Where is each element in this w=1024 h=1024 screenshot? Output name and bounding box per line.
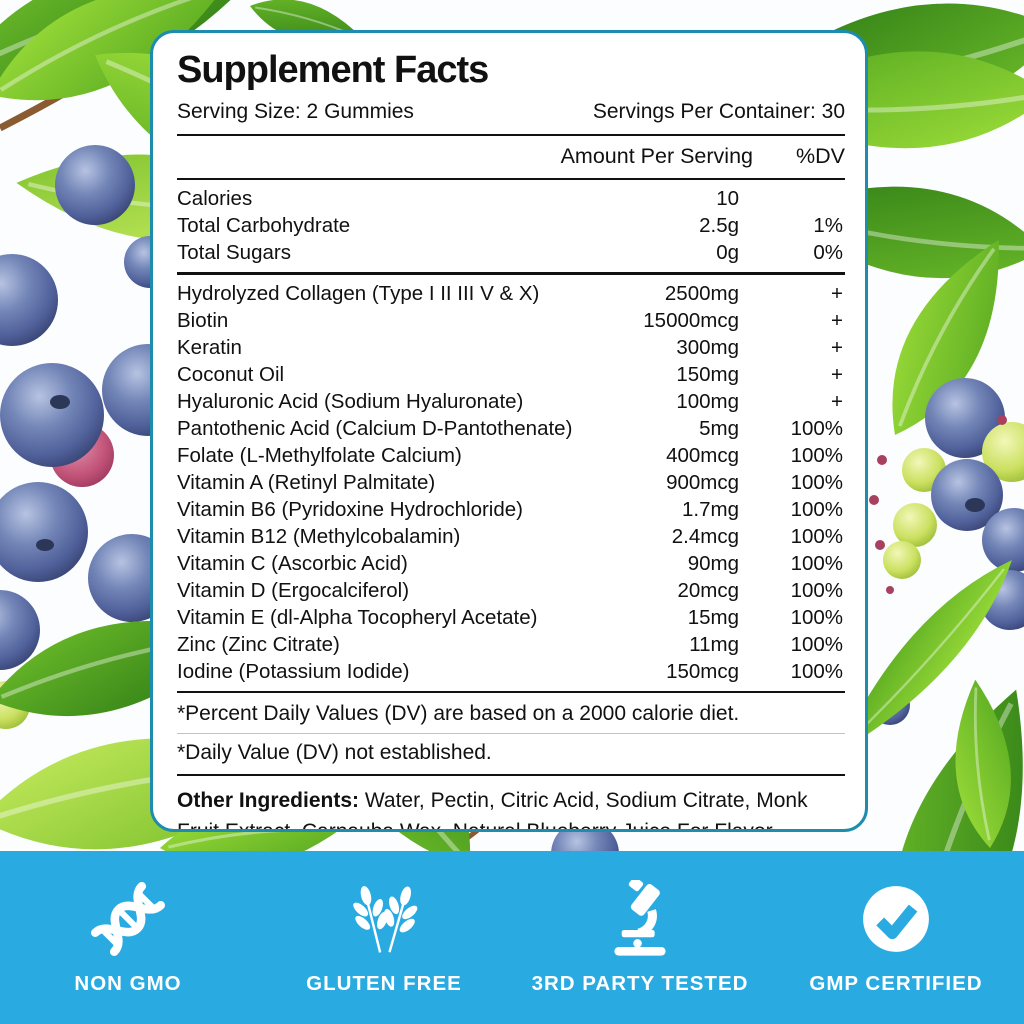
ingredient-rows: Hydrolyzed Collagen (Type I II III V & X… xyxy=(177,275,845,693)
ingredient-name: Vitamin B6 (Pyridoxine Hydrochloride) xyxy=(177,498,523,521)
ingredient-name: Coconut Oil xyxy=(177,363,285,386)
table-row: Pantothenic Acid (Calcium D-Pantothenate… xyxy=(177,415,845,442)
dna-icon xyxy=(89,880,167,958)
table-row: Hydrolyzed Collagen (Type I II III V & X… xyxy=(177,280,845,307)
ingredient-amount: 15000mcg xyxy=(643,309,739,332)
ingredient-dv: 100% xyxy=(790,471,843,494)
table-row: Zinc (Zinc Citrate) 11mg 100% xyxy=(177,631,845,658)
nutrient-dv: 0% xyxy=(813,241,843,264)
ingredient-dv: 100% xyxy=(790,417,843,440)
ingredient-name: Folate (L-Methylfolate Calcium) xyxy=(177,444,462,467)
table-row: Vitamin D (Ergocalciferol) 20mcg 100% xyxy=(177,577,845,604)
ingredient-dv: 100% xyxy=(790,660,843,683)
ingredient-dv: 100% xyxy=(790,579,843,602)
table-row: Vitamin B12 (Methylcobalamin) 2.4mcg 100… xyxy=(177,523,845,550)
panel-title: Supplement Facts xyxy=(177,49,489,91)
table-row: Keratin 300mg + xyxy=(177,334,845,361)
ingredient-amount: 2.4mcg xyxy=(671,525,739,548)
badge-label: NON GMO xyxy=(74,971,182,995)
badge-gmp-certified: GMP CERTIFIED xyxy=(768,851,1024,1024)
table-row: Vitamin C (Ascorbic Acid) 90mg 100% xyxy=(177,550,845,577)
badge-3rd-party-tested: 3RD PARTY TESTED xyxy=(512,851,768,1024)
ingredient-amount: 150mg xyxy=(676,363,739,386)
ingredient-name: Biotin xyxy=(177,309,229,332)
wheat-icon xyxy=(345,880,423,958)
ingredient-name: Iodine (Potassium Iodide) xyxy=(177,660,410,683)
ingredient-name: Vitamin B12 (Methylcobalamin) xyxy=(177,525,461,548)
ingredient-dv: 100% xyxy=(790,444,843,467)
table-row: Hyaluronic Acid (Sodium Hyaluronate) 100… xyxy=(177,388,845,415)
ingredient-amount: 11mg xyxy=(689,633,739,656)
check-badge-icon xyxy=(857,880,935,958)
footer-bar: NON GMO xyxy=(0,851,1024,1024)
ingredient-name: Vitamin D (Ergocalciferol) xyxy=(177,579,410,602)
ingredient-name: Vitamin C (Ascorbic Acid) xyxy=(177,552,408,575)
nutrient-rows: Calories 10 Total Carbohydrate 2.5g 1% T… xyxy=(177,180,845,275)
other-ingredients: Other Ingredients: Water, Pectin, Citric… xyxy=(177,776,845,832)
badge-non-gmo: NON GMO xyxy=(0,851,256,1024)
ingredient-dv: + xyxy=(831,309,843,332)
ingredient-amount: 90mg xyxy=(687,552,739,575)
nutrient-amount: 10 xyxy=(716,187,739,210)
nutrient-name: Calories xyxy=(177,187,253,210)
ingredient-dv: + xyxy=(831,363,843,386)
nutrient-amount: 2.5g xyxy=(699,214,739,237)
nutrient-name: Total Sugars xyxy=(177,241,291,264)
table-row: Coconut Oil 150mg + xyxy=(177,361,845,388)
ingredient-name: Vitamin A (Retinyl Palmitate) xyxy=(177,471,436,494)
ingredient-amount: 400mcg xyxy=(666,444,739,467)
other-ingredients-text: Water, Pectin, Citric Acid, Sodium Citra… xyxy=(177,789,808,832)
table-row: Calories 10 xyxy=(177,185,845,212)
footnote-dv-not-established: *Daily Value (DV) not established. xyxy=(177,734,845,776)
table-row: Biotin 15000mcg + xyxy=(177,307,845,334)
footnote-percent-dv: *Percent Daily Values (DV) are based on … xyxy=(177,693,845,734)
col-dv: %DV xyxy=(796,144,845,168)
ingredient-dv: + xyxy=(831,390,843,413)
table-row: Vitamin B6 (Pyridoxine Hydrochloride) 1.… xyxy=(177,496,845,523)
microscope-icon xyxy=(601,879,679,958)
ingredient-dv: 100% xyxy=(790,606,843,629)
ingredient-dv: 100% xyxy=(790,498,843,521)
supplement-facts-panel: Supplement Facts Serving Size: 2 Gummies… xyxy=(150,30,868,832)
ingredient-name: Zinc (Zinc Citrate) xyxy=(177,633,340,656)
ingredient-amount: 5mg xyxy=(699,417,739,440)
col-amount-per-serving: Amount Per Serving xyxy=(560,144,753,168)
ingredient-dv: 100% xyxy=(790,525,843,548)
other-ingredients-label: Other Ingredients: xyxy=(177,789,360,812)
ingredient-amount: 300mg xyxy=(676,336,739,359)
ingredient-amount: 100mg xyxy=(676,390,739,413)
table-row: Folate (L-Methylfolate Calcium) 400mcg 1… xyxy=(177,442,845,469)
nutrient-dv: 1% xyxy=(813,214,843,237)
ingredient-dv: 100% xyxy=(790,633,843,656)
table-row: Total Sugars 0g 0% xyxy=(177,239,845,266)
table-header: Amount Per Serving %DV xyxy=(177,136,845,180)
ingredient-amount: 900mcg xyxy=(666,471,739,494)
ingredient-amount: 15mg xyxy=(687,606,739,629)
ingredient-dv: + xyxy=(831,336,843,359)
table-row: Vitamin A (Retinyl Palmitate) 900mcg 100… xyxy=(177,469,845,496)
servings-per-container: Servings Per Container: 30 xyxy=(592,100,845,123)
badge-label: GLUTEN FREE xyxy=(306,971,462,995)
ingredient-amount: 2500mg xyxy=(664,282,739,305)
table-row: Total Carbohydrate 2.5g 1% xyxy=(177,212,845,239)
badge-label: GMP CERTIFIED xyxy=(809,971,983,995)
ingredient-amount: 20mcg xyxy=(677,579,739,602)
ingredient-amount: 150mcg xyxy=(666,660,739,683)
badge-gluten-free: GLUTEN FREE xyxy=(256,851,512,1024)
nutrient-amount: 0g xyxy=(716,241,739,264)
nutrient-name: Total Carbohydrate xyxy=(177,214,351,237)
ingredient-name: Vitamin E (dl-Alpha Tocopheryl Acetate) xyxy=(177,606,538,629)
table-row: Iodine (Potassium Iodide) 150mcg 100% xyxy=(177,658,845,685)
serving-size: Serving Size: 2 Gummies xyxy=(177,100,414,123)
ingredient-name: Keratin xyxy=(177,336,242,359)
ingredient-name: Pantothenic Acid (Calcium D-Pantothenate… xyxy=(177,417,573,440)
ingredient-name: Hydrolyzed Collagen (Type I II III V & X… xyxy=(177,282,540,305)
badge-label: 3RD PARTY TESTED xyxy=(531,971,749,995)
serving-row: Serving Size: 2 Gummies Servings Per Con… xyxy=(177,100,845,136)
table-row: Vitamin E (dl-Alpha Tocopheryl Acetate) … xyxy=(177,604,845,631)
ingredient-dv: 100% xyxy=(790,552,843,575)
ingredient-amount: 1.7mg xyxy=(682,498,739,521)
ingredient-name: Hyaluronic Acid (Sodium Hyaluronate) xyxy=(177,390,524,413)
ingredient-dv: + xyxy=(831,282,843,305)
